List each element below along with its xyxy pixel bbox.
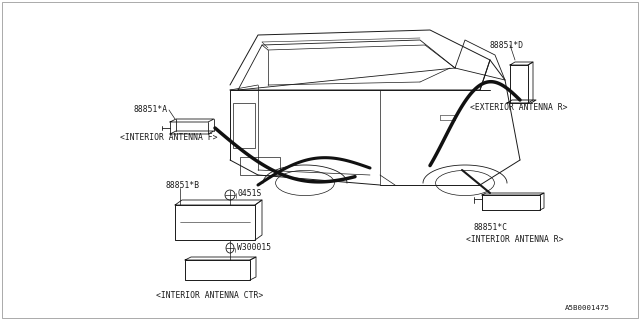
Text: <INTERIOR ANTENNA CTR>: <INTERIOR ANTENNA CTR> xyxy=(156,291,264,300)
Text: A5B0001475: A5B0001475 xyxy=(565,305,610,311)
Text: 0451S: 0451S xyxy=(237,188,261,197)
Text: 88851*B: 88851*B xyxy=(165,180,199,189)
Text: 88851*C: 88851*C xyxy=(474,223,508,233)
Bar xyxy=(233,103,255,148)
Text: 88851*D: 88851*D xyxy=(490,41,524,50)
Text: W300015: W300015 xyxy=(237,244,271,252)
Bar xyxy=(240,157,280,175)
Text: <INTERIOR ANTENNA F>: <INTERIOR ANTENNA F> xyxy=(120,132,218,141)
Text: <EXTERIOR ANTENNA R>: <EXTERIOR ANTENNA R> xyxy=(470,103,568,113)
Text: 88851*A: 88851*A xyxy=(133,106,167,115)
Text: <INTERIOR ANTENNA R>: <INTERIOR ANTENNA R> xyxy=(466,236,563,244)
